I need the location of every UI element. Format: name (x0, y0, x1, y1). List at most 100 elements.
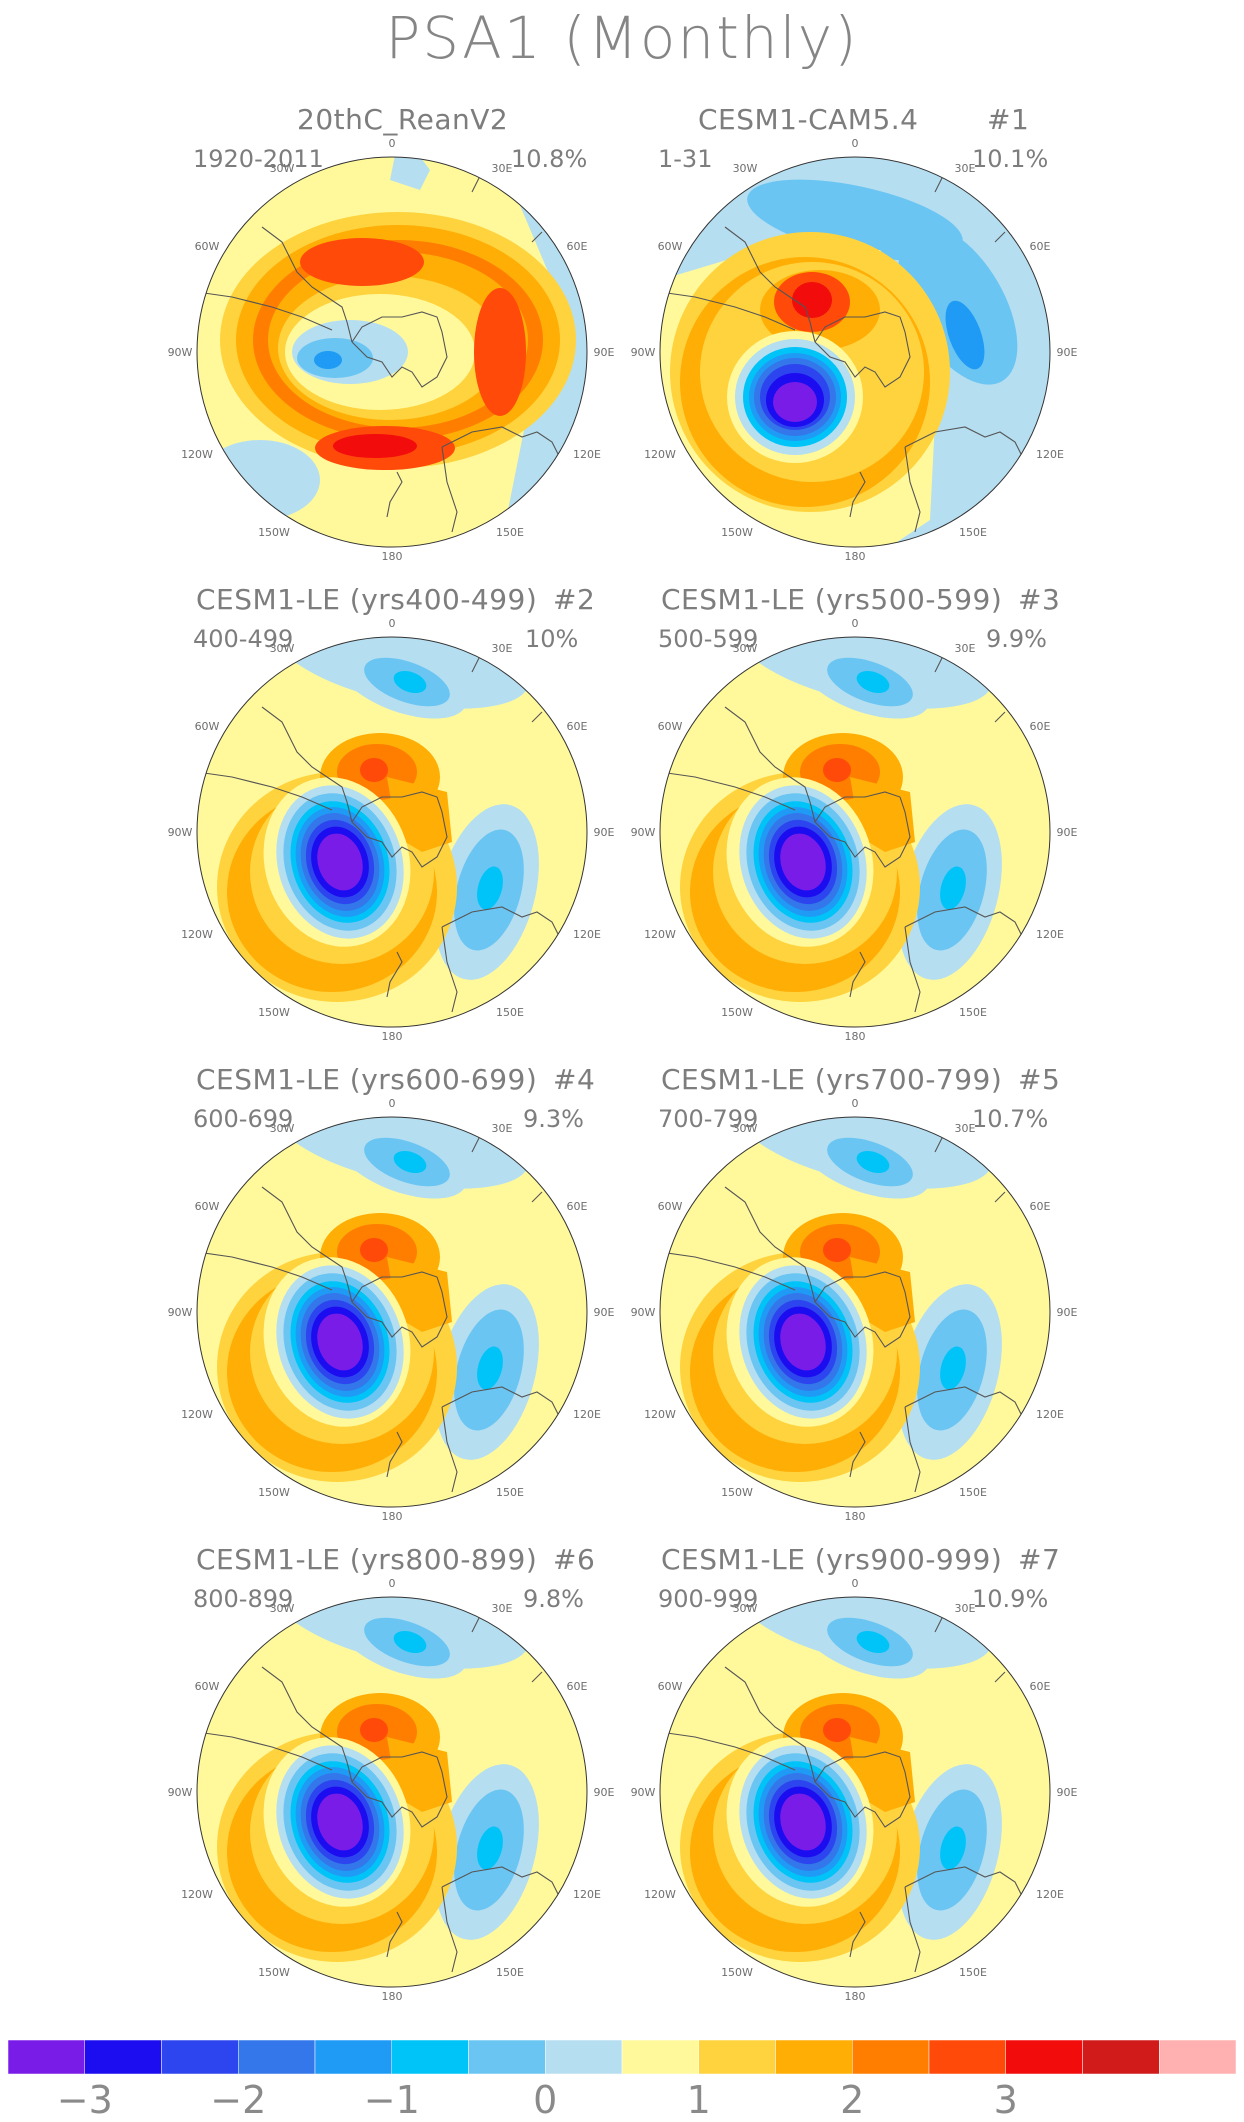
longitude-label-30e-panel-1: 30E (492, 162, 513, 175)
longitude-label-60e-panel-6: 60E (1030, 1200, 1051, 1213)
longitude-label-60e-panel-2: 60E (1030, 240, 1051, 253)
panel-1-years: 1920-2011 (193, 145, 324, 173)
colorbar-box-10 (698, 2039, 776, 2075)
longitude-label-90e-panel-2: 90E (1057, 346, 1078, 359)
longitude-label-90e-panel-8: 90E (1057, 1786, 1078, 1799)
panel-6-years: 700-799 (658, 1105, 759, 1133)
longitude-label-150e-panel-5: 150E (496, 1486, 524, 1499)
longitude-label-90w-panel-5: 90W (168, 1306, 193, 1319)
longitude-label-180-panel-7: 180 (382, 1990, 403, 2003)
longitude-label-30e-panel-3: 30E (492, 642, 513, 655)
panel-5-variance: 9.3% (523, 1105, 584, 1133)
longitude-label-90w-panel-4: 90W (631, 826, 656, 839)
longitude-label-60e-panel-3: 60E (567, 720, 588, 733)
panel-6-number: #5 (1018, 1063, 1061, 1096)
panel-1-title: 20thC_ReanV2 (297, 103, 509, 136)
longitude-label-120w-panel-1: 120W (181, 448, 213, 461)
longitude-label-30w-panel-8: 30W (733, 1602, 758, 1615)
longitude-label-150w-panel-1: 150W (258, 526, 290, 539)
longitude-label-90w-panel-3: 90W (168, 826, 193, 839)
longitude-label-150w-panel-7: 150W (258, 1966, 290, 1979)
map-panel-6 (659, 1116, 1051, 1508)
longitude-label-120e-panel-7: 120E (573, 1888, 601, 1901)
colorbar-box-4 (238, 2039, 316, 2075)
panel-2-title: CESM1-CAM5.4 (698, 103, 919, 136)
longitude-labels: 0 30W 30E 60W 60E 90W 90E 120W 120E 150W 150E 180 0 3… (168, 137, 1078, 2003)
colorbar-box-8 (545, 2039, 623, 2075)
longitude-label-150e-panel-6: 150E (959, 1486, 987, 1499)
longitude-label-150e-panel-8: 150E (959, 1966, 987, 1979)
longitude-label-180-panel-8: 180 (845, 1990, 866, 2003)
panel-7-title: CESM1-LE (yrs800-899) (196, 1543, 538, 1576)
longitude-label-120e-panel-8: 120E (1036, 1888, 1064, 1901)
longitude-label-120e-panel-3: 120E (573, 928, 601, 941)
longitude-label-0-panel-7: 0 (389, 1577, 396, 1590)
longitude-label-60e-panel-7: 60E (567, 1680, 588, 1693)
longitude-label-0-panel-4: 0 (852, 617, 859, 630)
panel-3-years: 400-499 (193, 625, 294, 653)
panel-4-title: CESM1-LE (yrs500-599) (661, 583, 1003, 616)
longitude-label-120w-panel-7: 120W (181, 1888, 213, 1901)
map-panel-2 (659, 156, 1051, 548)
longitude-label-60w-panel-3: 60W (195, 720, 220, 733)
longitude-label-120e-panel-5: 120E (573, 1408, 601, 1421)
longitude-label-120e-panel-4: 120E (1036, 928, 1064, 941)
panel-3-title: CESM1-LE (yrs400-499) (196, 583, 538, 616)
longitude-label-90e-panel-4: 90E (1057, 826, 1078, 839)
longitude-label-60w-panel-6: 60W (658, 1200, 683, 1213)
longitude-label-90e-panel-3: 90E (594, 826, 615, 839)
map-panel-7 (196, 1596, 588, 1988)
longitude-label-30w-panel-1: 30W (270, 162, 295, 175)
colorbar-box-11 (775, 2039, 853, 2075)
colorbar-box-6 (391, 2039, 469, 2075)
longitude-label-180-panel-2: 180 (845, 550, 866, 563)
panel-4-years: 500-599 (658, 625, 759, 653)
longitude-label-150e-panel-4: 150E (959, 1006, 987, 1019)
longitude-label-30e-panel-2: 30E (955, 162, 976, 175)
longitude-label-180-panel-4: 180 (845, 1030, 866, 1043)
colorbar-box-3 (161, 2039, 239, 2075)
longitude-label-90w-panel-6: 90W (631, 1306, 656, 1319)
colorbar-tick-label: 2 (840, 2078, 865, 2122)
longitude-label-120w-panel-3: 120W (181, 928, 213, 941)
longitude-label-30w-panel-4: 30W (733, 642, 758, 655)
colorbar-box-16 (1159, 2039, 1237, 2075)
longitude-label-120e-panel-2: 120E (1036, 448, 1064, 461)
longitude-label-90w-panel-8: 90W (631, 1786, 656, 1799)
longitude-label-60w-panel-8: 60W (658, 1680, 683, 1693)
longitude-label-60w-panel-4: 60W (658, 720, 683, 733)
colorbar-box-2 (84, 2039, 162, 2075)
longitude-label-180-panel-3: 180 (382, 1030, 403, 1043)
longitude-label-0-panel-5: 0 (389, 1097, 396, 1110)
panel-1-variance: 10.8% (511, 145, 588, 173)
longitude-label-120w-panel-8: 120W (644, 1888, 676, 1901)
colorbar-box-5 (314, 2039, 392, 2075)
colorbar-tick-label: −3 (56, 2078, 113, 2122)
colorbar-box-15 (1082, 2039, 1160, 2075)
longitude-label-30w-panel-3: 30W (270, 642, 295, 655)
longitude-label-150w-panel-2: 150W (721, 526, 753, 539)
panel-2-years: 1-31 (658, 145, 713, 173)
longitude-label-150e-panel-7: 150E (496, 1966, 524, 1979)
longitude-label-60w-panel-5: 60W (195, 1200, 220, 1213)
longitude-label-90w-panel-1: 90W (168, 346, 193, 359)
longitude-label-60e-panel-5: 60E (567, 1200, 588, 1213)
map-panel-5 (196, 1116, 588, 1508)
longitude-label-0-panel-2: 0 (852, 137, 859, 150)
longitude-label-30w-panel-7: 30W (270, 1602, 295, 1615)
longitude-label-30w-panel-2: 30W (733, 162, 758, 175)
longitude-label-90e-panel-1: 90E (594, 346, 615, 359)
panel-7-years: 800-899 (193, 1585, 294, 1613)
longitude-label-60w-panel-1: 60W (195, 240, 220, 253)
map-panel-1 (196, 156, 588, 548)
longitude-label-90e-panel-5: 90E (594, 1306, 615, 1319)
longitude-label-150e-panel-3: 150E (496, 1006, 524, 1019)
map-panel-4 (659, 636, 1051, 1028)
longitude-label-60e-panel-8: 60E (1030, 1680, 1051, 1693)
panel-8-years: 900-999 (658, 1585, 759, 1613)
longitude-label-90w-panel-7: 90W (168, 1786, 193, 1799)
longitude-label-30w-panel-5: 30W (270, 1122, 295, 1135)
longitude-label-120w-panel-4: 120W (644, 928, 676, 941)
longitude-label-120w-panel-6: 120W (644, 1408, 676, 1421)
colorbar-box-1 (7, 2039, 85, 2075)
